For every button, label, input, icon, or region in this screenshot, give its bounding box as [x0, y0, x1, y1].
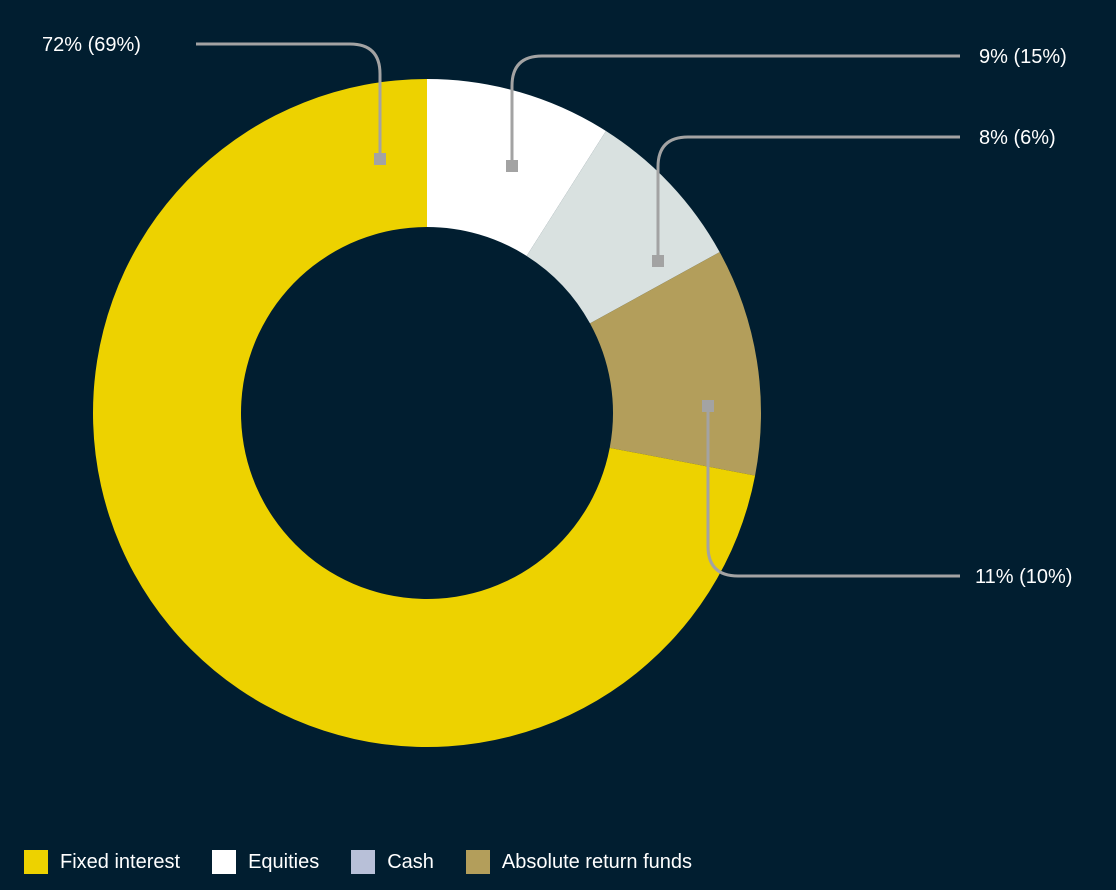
slice-cash: [526, 130, 720, 324]
callout-equities: 9% (15%): [506, 46, 1067, 172]
callout-label-absolute-return-funds: 11% (10%): [975, 566, 1072, 588]
callout-line-absolute-return-funds: [706, 406, 960, 578]
callout-fixed-interest: 72% (69%): [42, 34, 386, 165]
callouts: 72% (69%) 9% (15%) 8% (6%) 11% (10%): [42, 34, 1072, 588]
legend-item-absolute-return-funds: Absolute return funds: [465, 850, 693, 874]
callout-line-cash: [656, 135, 960, 260]
legend-item-cash: Cash: [351, 850, 434, 874]
legend-swatch-fixed-interest: [24, 850, 48, 874]
callout-marker-fixed-interest: [374, 153, 386, 165]
callout-marker-equities: [506, 160, 518, 172]
legend: Fixed interest Equities Cash Absolute re…: [24, 847, 724, 877]
callout-label-cash: 8% (6%): [979, 127, 1056, 149]
legend-swatch-cash: [351, 850, 376, 874]
callout-absolute-return-funds: 11% (10%): [702, 400, 1072, 588]
legend-label-equities: Equities: [248, 850, 320, 873]
callout-label-equities: 9% (15%): [979, 46, 1067, 68]
legend-swatch-absolute-return-funds: [465, 850, 490, 874]
callout-line-fixed-interest: [196, 42, 382, 158]
callout-marker-absolute-return-funds: [702, 400, 714, 412]
callout-label-fixed-interest: 72% (69%): [42, 34, 141, 56]
legend-item-fixed-interest: Fixed interest: [24, 850, 180, 874]
legend-label-fixed-interest: Fixed interest: [60, 850, 181, 873]
legend-label-absolute-return-funds: Absolute return funds: [501, 850, 693, 873]
legend-label-cash: Cash: [387, 850, 434, 873]
donut-slices: [93, 79, 761, 747]
legend-swatch-equities: [212, 850, 237, 874]
callout-line-equities: [510, 54, 960, 166]
slice-absolute-return-funds: [589, 252, 761, 476]
callout-marker-cash: [652, 255, 664, 267]
callout-cash: 8% (6%): [652, 127, 1056, 267]
legend-item-equities: Equities: [212, 850, 319, 874]
slice-fixed-interest: [93, 79, 756, 747]
